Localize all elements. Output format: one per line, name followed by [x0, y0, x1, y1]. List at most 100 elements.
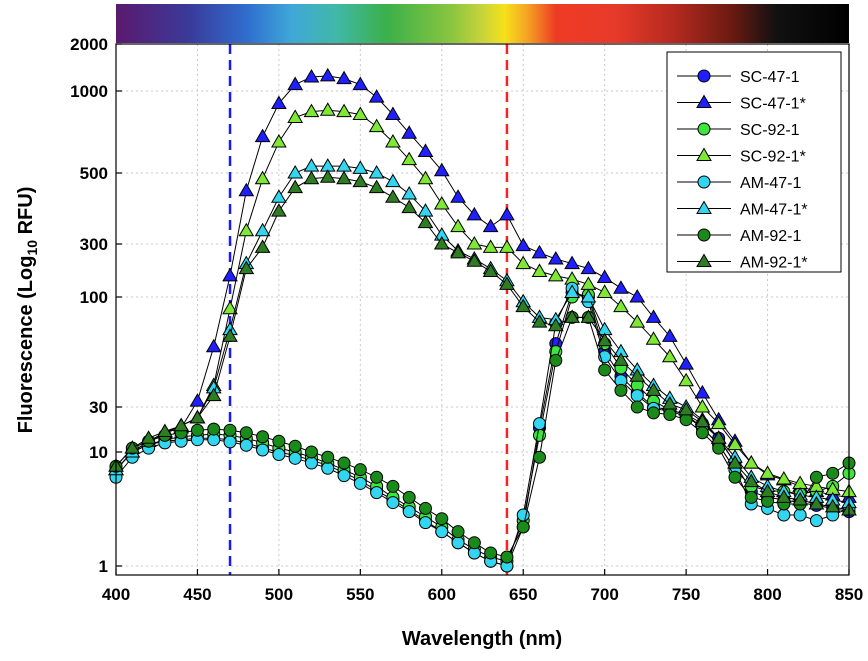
series-line: [115, 287, 850, 567]
data-point: [515, 237, 532, 252]
data-point: [287, 76, 304, 91]
data-point: [401, 151, 418, 166]
data-point: [321, 450, 335, 464]
data-point: [531, 263, 548, 277]
legend-label: AM-92-1*: [740, 255, 808, 272]
data-point: [435, 525, 449, 539]
x-tick-label: 650: [509, 585, 537, 604]
data-point: [385, 106, 401, 121]
data-point: [826, 466, 840, 480]
data-point: [254, 170, 271, 185]
data-point: [385, 189, 401, 203]
data-point: [401, 185, 418, 200]
y-tick-label: 100: [80, 288, 108, 307]
data-point: [304, 445, 318, 459]
y-axis-title-end: RFU): [15, 187, 37, 240]
data-point: [759, 465, 776, 479]
x-tick-label: 800: [753, 585, 781, 604]
data-point: [222, 328, 238, 342]
data-point: [451, 525, 465, 539]
data-point: [629, 368, 646, 382]
series-am-47-1: [109, 281, 856, 573]
legend-marker: [696, 94, 712, 109]
data-point: [777, 508, 791, 522]
x-tick-label: 550: [346, 585, 374, 604]
data-point: [124, 440, 141, 454]
plot-frame: [115, 43, 850, 576]
x-tick-label: 850: [835, 585, 863, 604]
data-point: [531, 244, 548, 259]
spectrum-bar: [116, 4, 849, 43]
data-point: [647, 406, 661, 420]
data-point: [239, 438, 253, 452]
data-point: [466, 236, 483, 250]
y-tick-label: 10: [89, 443, 108, 462]
data-point: [596, 269, 613, 283]
data-point: [368, 89, 385, 103]
x-tick-label: 750: [672, 585, 700, 604]
data-point: [629, 289, 646, 303]
data-point: [336, 170, 352, 185]
data-point: [596, 284, 613, 298]
data-point: [433, 162, 450, 177]
legend-label: SC-47-1*: [740, 96, 806, 113]
y-tick-label: 1000: [70, 82, 108, 101]
data-point: [710, 415, 727, 430]
data-point: [467, 536, 481, 550]
reference-lines: [228, 44, 509, 575]
data-point: [353, 463, 367, 477]
data-point: [433, 196, 450, 210]
x-tick-label: 500: [265, 585, 293, 604]
legend-marker: [697, 122, 711, 136]
series-sc-92-1: [109, 288, 856, 568]
data-point: [190, 423, 204, 437]
data-point: [694, 413, 711, 428]
data-point: [614, 383, 628, 397]
data-point: [256, 443, 270, 457]
data-point: [368, 165, 385, 179]
data-point: [287, 179, 304, 194]
data-point: [402, 505, 416, 519]
series-line: [115, 316, 850, 558]
legend-label: SC-47-1: [740, 69, 800, 86]
data-point: [679, 413, 693, 427]
legend-marker: [697, 228, 711, 242]
data-point: [744, 490, 758, 504]
data-point: [222, 267, 238, 282]
data-point: [288, 451, 302, 465]
data-point: [238, 260, 255, 275]
data-point: [386, 496, 400, 510]
data-point: [678, 401, 694, 416]
data-point: [254, 128, 271, 143]
data-point: [287, 109, 304, 123]
data-point: [272, 434, 286, 448]
data-point: [271, 203, 287, 217]
data-point: [499, 206, 515, 221]
data-point: [499, 276, 515, 290]
legend-marker: [697, 69, 711, 83]
data-point: [303, 103, 320, 118]
data-point: [482, 263, 499, 277]
data-point: [156, 423, 173, 438]
legend: SC-47-1 SC-47-1* SC-92-1 SC-92-1* AM-47-1 AM-…: [666, 51, 842, 273]
data-point: [385, 173, 401, 188]
legend-label: SC-92-1*: [740, 149, 806, 166]
data-point: [499, 239, 515, 253]
data-point: [500, 550, 514, 564]
series-line: [115, 109, 850, 493]
data-point: [596, 332, 613, 347]
y-tick-label: 500: [80, 164, 108, 183]
data-point: [549, 353, 563, 367]
data-point: [759, 483, 776, 498]
data-point: [304, 456, 318, 470]
x-tick-label: 700: [590, 585, 618, 604]
data-point: [173, 417, 190, 432]
data-point: [417, 143, 434, 157]
data-point: [450, 189, 466, 203]
data-point: [580, 289, 597, 303]
data-point: [678, 372, 694, 387]
y-axis-title: Fluorescence (Log10 RFU): [15, 187, 40, 434]
data-point: [547, 317, 564, 332]
data-point: [189, 409, 206, 424]
